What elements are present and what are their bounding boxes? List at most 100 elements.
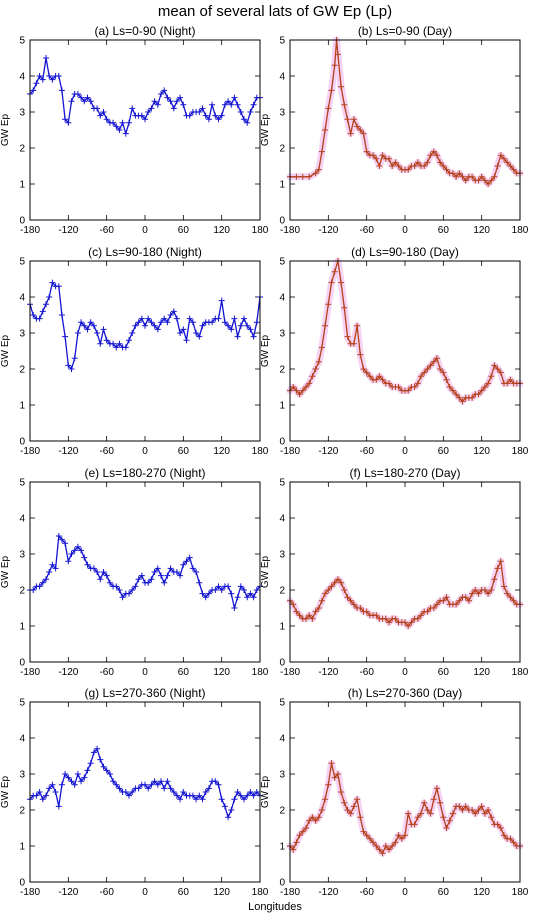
data-point xyxy=(116,127,123,133)
data-point xyxy=(334,51,341,58)
data-point xyxy=(193,330,200,336)
data-point xyxy=(334,771,341,777)
data-point xyxy=(71,355,78,362)
data-point xyxy=(424,807,431,813)
data-point xyxy=(62,540,69,547)
data-point xyxy=(119,119,126,126)
y-tick-label: 5 xyxy=(19,257,25,268)
x-tick-label: -60 xyxy=(359,446,374,457)
data-point xyxy=(491,362,498,369)
data-point xyxy=(33,792,40,799)
data-point xyxy=(177,572,184,579)
data-point xyxy=(68,778,75,785)
data-point xyxy=(209,319,216,326)
data-point xyxy=(247,326,254,333)
y-axis-label: GW Ep xyxy=(260,334,271,367)
data-point xyxy=(189,565,196,572)
data-point xyxy=(491,576,498,583)
data-point xyxy=(74,91,81,97)
data-point xyxy=(379,850,386,857)
data-point xyxy=(453,173,460,180)
x-tick-label: -120 xyxy=(318,887,338,898)
data-point xyxy=(158,319,164,326)
y-tick-label: 1 xyxy=(19,842,25,853)
data-point xyxy=(148,576,155,583)
data-point xyxy=(209,101,216,108)
y-tick-label: 0 xyxy=(279,658,285,669)
data-point xyxy=(510,166,517,173)
data-point xyxy=(354,796,361,803)
data-point xyxy=(398,835,405,842)
data-point xyxy=(62,333,69,340)
y-tick-label: 4 xyxy=(19,72,25,83)
data-point xyxy=(350,601,357,608)
data-point xyxy=(389,843,396,849)
x-tick-label: 180 xyxy=(512,667,529,678)
data-point xyxy=(488,177,495,184)
data-point xyxy=(87,98,94,105)
data-point xyxy=(113,781,120,788)
x-tick-label: 180 xyxy=(252,446,269,457)
data-point xyxy=(443,376,450,383)
data-point xyxy=(113,344,120,351)
x-tick-label: -60 xyxy=(99,887,114,898)
data-point xyxy=(94,105,101,112)
data-point xyxy=(225,814,232,821)
data-point xyxy=(296,612,303,619)
data-point xyxy=(472,587,479,593)
y-tick-label: 1 xyxy=(279,622,285,633)
data-point xyxy=(244,594,251,601)
x-tick-label: -180 xyxy=(280,887,300,898)
data-point xyxy=(322,127,329,133)
data-point xyxy=(100,569,107,575)
data-point xyxy=(132,583,139,590)
x-tick-label: 60 xyxy=(438,887,450,898)
data-point xyxy=(309,373,316,380)
y-tick-label: 3 xyxy=(19,770,25,781)
data-point xyxy=(354,123,361,130)
data-point xyxy=(94,330,101,336)
data-point xyxy=(363,369,370,376)
data-point xyxy=(347,597,354,604)
series-line xyxy=(290,39,520,185)
data-point xyxy=(430,605,437,611)
data-point xyxy=(129,330,136,336)
data-point xyxy=(389,163,396,169)
x-tick-label: -180 xyxy=(280,446,300,457)
data-point xyxy=(135,319,142,326)
data-point xyxy=(430,796,437,803)
data-point xyxy=(306,612,313,619)
x-tick-label: -180 xyxy=(20,667,40,678)
data-point xyxy=(494,821,501,828)
data-point xyxy=(318,807,325,813)
data-point xyxy=(84,326,91,333)
data-point xyxy=(68,98,75,105)
data-point xyxy=(103,767,110,774)
data-point xyxy=(341,101,348,108)
y-tick-label: 5 xyxy=(279,36,285,47)
data-point xyxy=(199,796,206,803)
data-point xyxy=(392,159,399,166)
data-point xyxy=(103,116,110,123)
data-point xyxy=(129,587,136,593)
y-tick-label: 0 xyxy=(19,878,25,889)
data-point xyxy=(212,778,219,785)
data-point xyxy=(164,778,171,785)
data-point xyxy=(462,594,469,601)
data-point xyxy=(58,536,65,543)
data-point xyxy=(290,601,297,608)
data-point xyxy=(74,771,81,777)
data-point xyxy=(234,101,241,108)
data-point xyxy=(231,605,238,611)
data-point xyxy=(225,322,232,329)
data-point xyxy=(373,612,380,619)
x-tick-label: 120 xyxy=(473,667,490,678)
data-point xyxy=(84,767,91,774)
data-point xyxy=(430,358,437,365)
chart-title: (b) Ls=0-90 (Day) xyxy=(358,24,452,38)
data-point xyxy=(414,380,421,387)
data-point xyxy=(449,387,456,394)
data-point xyxy=(116,340,123,347)
data-point xyxy=(71,781,78,788)
chart-panel: (b) Ls=0-90 (Day)GW Ep-180 -120 -60 0 60 120 1… xyxy=(260,24,529,236)
